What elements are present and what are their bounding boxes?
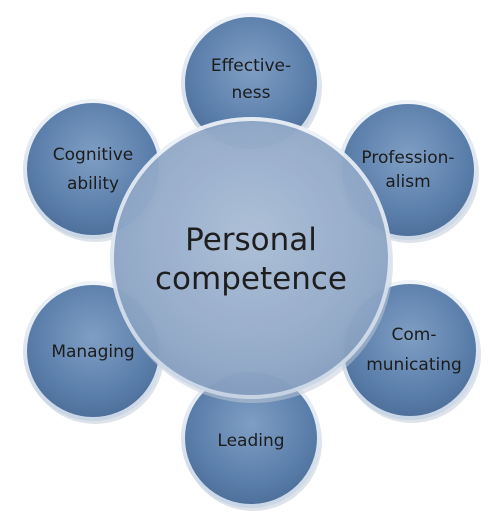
effectiveness-label-line1: Effective- [211, 56, 291, 76]
communicating-label-line2: municating [366, 355, 462, 375]
center-label-line2: competence [155, 261, 347, 297]
professionalism-label-line1: Profession- [361, 148, 454, 168]
managing-label: Managing [51, 342, 134, 362]
center-label-line1: Personal [185, 222, 317, 258]
satellite-leading: Leading [181, 368, 322, 511]
communicating-label-line1: Com- [392, 325, 437, 345]
cognitive-ability-label-line2: ability [67, 174, 119, 194]
effectiveness-label-line2: ness [232, 83, 271, 103]
professionalism-label-line2: alism [385, 172, 430, 192]
leading-label: Leading [217, 431, 284, 451]
cognitive-ability-label-line1: Cognitive [53, 145, 133, 165]
center-node: Personal competence [110, 117, 393, 403]
